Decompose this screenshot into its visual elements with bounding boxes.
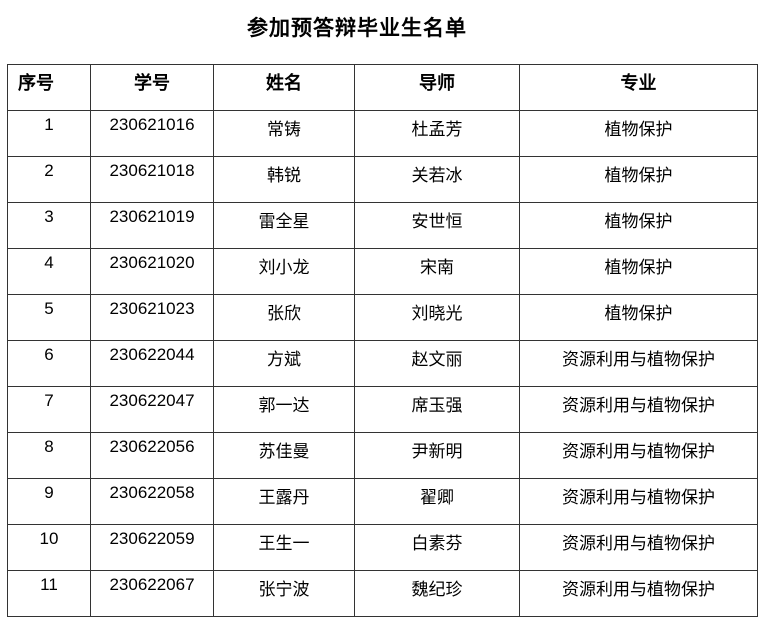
cell-advisor: 安世恒 — [354, 202, 520, 249]
header-index: 序号 — [7, 64, 91, 111]
cell-index: 6 — [7, 340, 91, 387]
cell-name: 苏佳曼 — [213, 432, 355, 479]
graduates-table: 序号 学号 姓名 导师 专业 1 230621016 常铸 杜孟芳 植物保护 2 23062… — [7, 64, 758, 617]
cell-student-id: 230622058 — [90, 478, 214, 525]
cell-name: 刘小龙 — [213, 248, 355, 295]
cell-index: 5 — [7, 294, 91, 341]
cell-student-id: 230622067 — [90, 570, 214, 617]
cell-index: 8 — [7, 432, 91, 479]
cell-major: 资源利用与植物保护 — [519, 432, 758, 479]
cell-name: 王生一 — [213, 524, 355, 571]
cell-student-id: 230622059 — [90, 524, 214, 571]
table-row: 2 230621018 韩锐 关若冰 植物保护 — [7, 156, 758, 203]
cell-advisor: 宋南 — [354, 248, 520, 295]
cell-student-id: 230621018 — [90, 156, 214, 203]
table-row: 5 230621023 张欣 刘晓光 植物保护 — [7, 294, 758, 341]
cell-student-id: 230621016 — [90, 110, 214, 157]
cell-index: 11 — [7, 570, 91, 617]
header-major: 专业 — [519, 64, 758, 111]
cell-advisor: 翟卿 — [354, 478, 520, 525]
cell-major: 资源利用与植物保护 — [519, 478, 758, 525]
cell-advisor: 赵文丽 — [354, 340, 520, 387]
cell-name: 韩锐 — [213, 156, 355, 203]
cell-major: 资源利用与植物保护 — [519, 524, 758, 571]
cell-index: 10 — [7, 524, 91, 571]
table-row: 1 230621016 常铸 杜孟芳 植物保护 — [7, 110, 758, 157]
cell-student-id: 230621019 — [90, 202, 214, 249]
cell-major: 资源利用与植物保护 — [519, 386, 758, 433]
cell-name: 雷全星 — [213, 202, 355, 249]
table-row: 4 230621020 刘小龙 宋南 植物保护 — [7, 248, 758, 295]
cell-name: 常铸 — [213, 110, 355, 157]
table-row: 6 230622044 方斌 赵文丽 资源利用与植物保护 — [7, 340, 758, 387]
cell-advisor: 尹新明 — [354, 432, 520, 479]
cell-index: 9 — [7, 478, 91, 525]
cell-index: 4 — [7, 248, 91, 295]
cell-major: 资源利用与植物保护 — [519, 340, 758, 387]
cell-major: 植物保护 — [519, 248, 758, 295]
table-row: 9 230622058 王露丹 翟卿 资源利用与植物保护 — [7, 478, 758, 525]
cell-student-id: 230622056 — [90, 432, 214, 479]
cell-advisor: 白素芬 — [354, 524, 520, 571]
cell-advisor: 关若冰 — [354, 156, 520, 203]
cell-name: 张宁波 — [213, 570, 355, 617]
cell-major: 植物保护 — [519, 294, 758, 341]
table-row: 7 230622047 郭一达 席玉强 资源利用与植物保护 — [7, 386, 758, 433]
cell-advisor: 杜孟芳 — [354, 110, 520, 157]
document-title: 参加预答辩毕业生名单 — [247, 17, 467, 40]
table-row: 8 230622056 苏佳曼 尹新明 资源利用与植物保护 — [7, 432, 758, 479]
cell-advisor: 魏纪珍 — [354, 570, 520, 617]
cell-student-id: 230622044 — [90, 340, 214, 387]
cell-major: 资源利用与植物保护 — [519, 570, 758, 617]
header-name: 姓名 — [213, 64, 355, 111]
table-row: 10 230622059 王生一 白素芬 资源利用与植物保护 — [7, 524, 758, 571]
cell-index: 1 — [7, 110, 91, 157]
cell-name: 张欣 — [213, 294, 355, 341]
cell-student-id: 230621023 — [90, 294, 214, 341]
cell-major: 植物保护 — [519, 110, 758, 157]
table-header-row: 序号 学号 姓名 导师 专业 — [7, 64, 758, 111]
cell-student-id: 230621020 — [90, 248, 214, 295]
cell-index: 2 — [7, 156, 91, 203]
cell-advisor: 席玉强 — [354, 386, 520, 433]
table-row: 3 230621019 雷全星 安世恒 植物保护 — [7, 202, 758, 249]
cell-index: 7 — [7, 386, 91, 433]
table-row: 11 230622067 张宁波 魏纪珍 资源利用与植物保护 — [7, 570, 758, 617]
header-student-id: 学号 — [90, 64, 214, 111]
cell-major: 植物保护 — [519, 202, 758, 249]
cell-student-id: 230622047 — [90, 386, 214, 433]
cell-name: 王露丹 — [213, 478, 355, 525]
header-advisor: 导师 — [354, 64, 520, 111]
cell-name: 郭一达 — [213, 386, 355, 433]
cell-index: 3 — [7, 202, 91, 249]
cell-name: 方斌 — [213, 340, 355, 387]
cell-advisor: 刘晓光 — [354, 294, 520, 341]
cell-major: 植物保护 — [519, 156, 758, 203]
